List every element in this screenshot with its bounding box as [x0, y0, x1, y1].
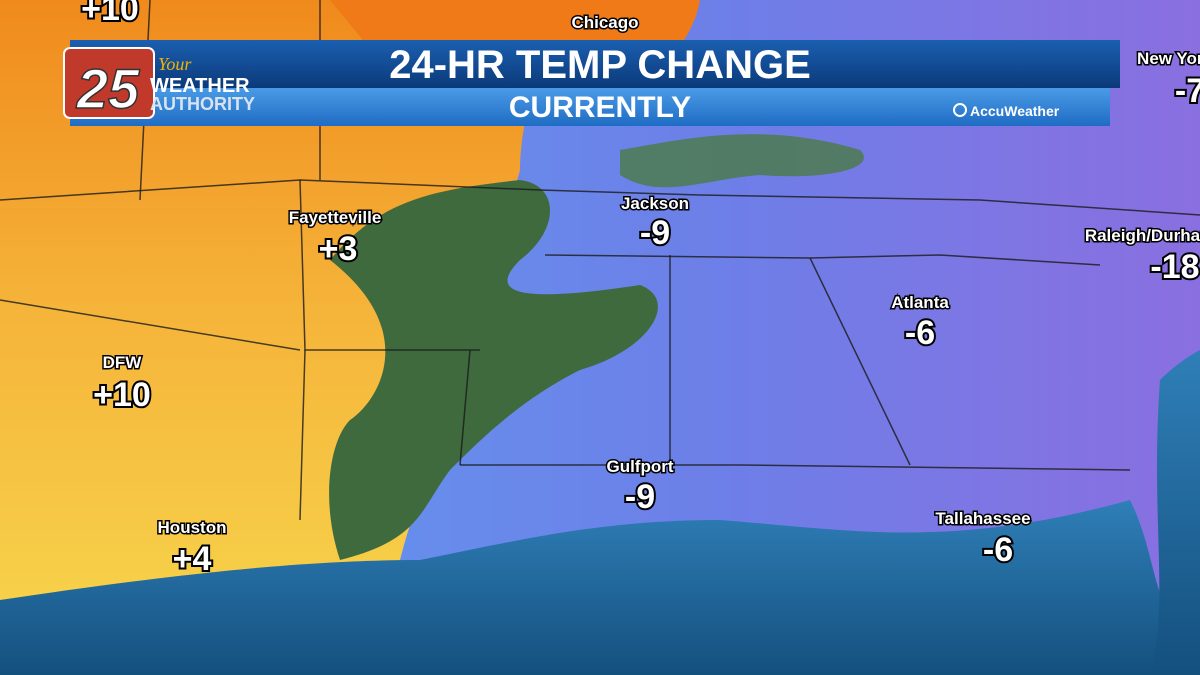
city-name: Jackson — [621, 194, 689, 213]
city-name: DFW — [103, 353, 143, 372]
city-name: New York — [1137, 49, 1200, 68]
state-borders — [0, 0, 1200, 521]
city-name: Fayetteville — [289, 208, 382, 227]
city-name: Atlanta — [891, 293, 949, 312]
city-name: Gulfport — [606, 457, 673, 476]
city-labels: +10 Chicago New York -7 Fayetteville +3 Jackso… — [79, 0, 1200, 580]
logo-tagline: Your — [158, 54, 192, 74]
temp-change: -18 — [1150, 248, 1199, 286]
logo-line1: WEATHER — [150, 75, 250, 97]
subtitle-bar — [70, 88, 1110, 126]
subtitle: CURRENTLY — [509, 91, 691, 124]
temp-change: -6 — [905, 314, 935, 352]
temp-change: -9 — [625, 478, 655, 516]
logo-line2: AUTHORITY — [150, 94, 255, 114]
city-name: Raleigh/Durham — [1085, 226, 1200, 245]
temp-change: +3 — [319, 230, 358, 268]
temp-change: +4 — [173, 540, 212, 578]
logo-badge — [63, 47, 155, 119]
provider-icon — [953, 103, 967, 117]
temp-change: -9 — [640, 214, 670, 252]
logo-number: 25 — [76, 57, 140, 120]
city-name: Chicago — [571, 13, 638, 32]
temp-change: +10 — [93, 376, 151, 414]
temp-change: -6 — [983, 531, 1013, 569]
city-name: Houston — [158, 518, 227, 537]
title: 24-HR TEMP CHANGE — [389, 43, 811, 87]
temp-change: -7 — [1175, 72, 1200, 110]
city-name: Tallahassee — [935, 509, 1030, 528]
title-bar — [70, 40, 1120, 88]
provider: AccuWeather — [970, 103, 1060, 119]
header: 24-HR TEMP CHANGE CURRENTLY AccuWeather … — [63, 40, 1120, 126]
temp-change: +10 — [81, 0, 139, 28]
